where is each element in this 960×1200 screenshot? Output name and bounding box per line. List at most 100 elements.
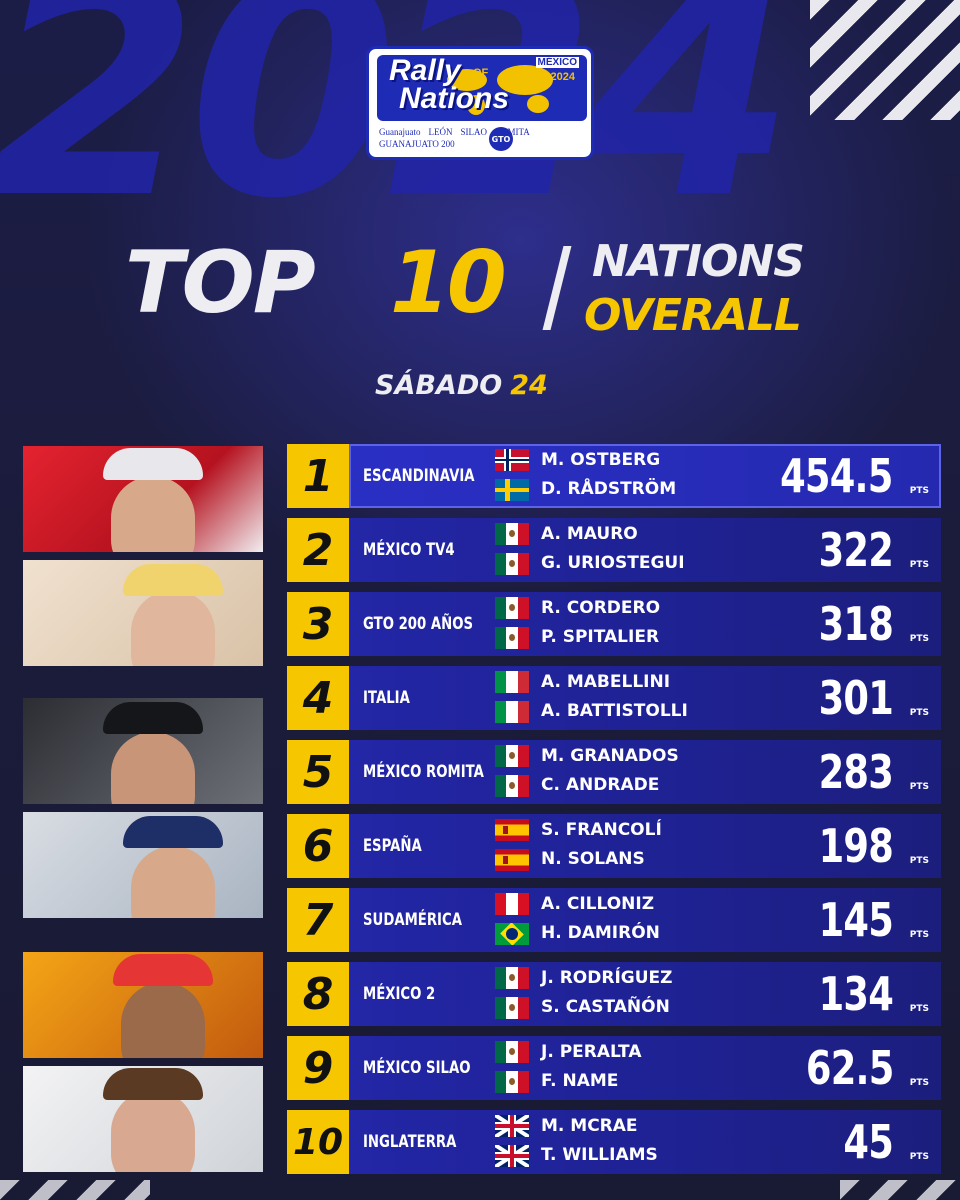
points-unit: PTS bbox=[909, 856, 929, 866]
points-unit: PTS bbox=[909, 486, 929, 496]
points-unit: PTS bbox=[909, 930, 929, 940]
mexico-flag-icon bbox=[495, 1071, 529, 1093]
logo-title: Rally Nations bbox=[389, 54, 510, 115]
standing-row: 8 MÉXICO 2 J. RODRÍGUEZ S. CASTAÑÓN 134 … bbox=[287, 962, 941, 1026]
title-top: TOP bbox=[125, 233, 316, 333]
italy-flag-icon bbox=[495, 701, 529, 723]
standing-row: 2 MÉXICO TV4 A. MAURO G. URIOSTEGUI 322 … bbox=[287, 518, 941, 582]
driver-name: A. CILLONIZ bbox=[541, 894, 655, 914]
driver-name: A. MAURO bbox=[541, 524, 638, 544]
driver-name: C. ANDRADE bbox=[541, 775, 660, 795]
day-label: SÁBADO 24 bbox=[375, 370, 548, 401]
mexico-flag-icon bbox=[495, 627, 529, 649]
rank-number: 5 bbox=[287, 740, 349, 804]
logo-country: MÉXICO bbox=[535, 57, 579, 68]
driver-name: F. NAME bbox=[541, 1071, 619, 1091]
logo-year: 2024 bbox=[550, 71, 575, 83]
standing-row: 5 MÉXICO ROMITA M. GRANADOS C. ANDRADE 2… bbox=[287, 740, 941, 804]
rank-number: 9 bbox=[287, 1036, 349, 1100]
italy-flag-icon bbox=[495, 671, 529, 693]
points-value: 198 bbox=[818, 819, 894, 873]
driver-photo bbox=[23, 698, 263, 804]
title-ten: 10 bbox=[390, 233, 507, 333]
driver-name: J. PERALTA bbox=[541, 1042, 642, 1062]
driver-name: G. URIOSTEGUI bbox=[541, 553, 685, 573]
driver-photo bbox=[23, 812, 263, 918]
driver-name: P. SPITALIER bbox=[541, 627, 660, 647]
standing-row: 6 ESPAÑA S. FRANCOLÍ N. SOLANS 198 PTS bbox=[287, 814, 941, 878]
team-name: INGLATERRA bbox=[363, 1132, 457, 1152]
points-value: 62.5 bbox=[805, 1041, 893, 1095]
title-nations: NATIONS bbox=[592, 236, 805, 287]
team-name: MÉXICO ROMITA bbox=[363, 762, 484, 782]
standing-row: 3 GTO 200 AÑOS R. CORDERO P. SPITALIER 3… bbox=[287, 592, 941, 656]
standing-row: 1 ESCANDINAVIA M. OSTBERG D. RÅDSTRÖM 45… bbox=[287, 444, 941, 508]
points-value: 318 bbox=[818, 597, 894, 651]
points-unit: PTS bbox=[909, 634, 929, 644]
points-value: 134 bbox=[818, 967, 894, 1021]
standing-row: 7 SUDAMÉRICA A. CILLONIZ H. DAMIRÓN 145 … bbox=[287, 888, 941, 952]
driver-name: R. CORDERO bbox=[541, 598, 661, 618]
driver-photo bbox=[23, 446, 263, 552]
rank-number: 8 bbox=[287, 962, 349, 1026]
rank-number: 10 bbox=[287, 1110, 349, 1174]
corner-stripes bbox=[840, 1180, 960, 1200]
driver-name: J. RODRÍGUEZ bbox=[541, 968, 673, 988]
mexico-flag-icon bbox=[495, 597, 529, 619]
sponsor-logos: Guanajuato LEÓN SILAO ROMITA GUANAJUATO … bbox=[379, 127, 530, 149]
rank-number: 3 bbox=[287, 592, 349, 656]
points-value: 301 bbox=[818, 671, 894, 725]
peru-flag-icon bbox=[495, 893, 529, 915]
rank-number: 6 bbox=[287, 814, 349, 878]
driver-photo bbox=[23, 1066, 263, 1172]
rank-number: 7 bbox=[287, 888, 349, 952]
points-unit: PTS bbox=[909, 782, 929, 792]
mexico-flag-icon bbox=[495, 775, 529, 797]
driver-name: M. MCRAE bbox=[541, 1116, 638, 1136]
points-unit: PTS bbox=[909, 560, 929, 570]
points-value: 322 bbox=[818, 523, 894, 577]
driver-name: T. WILLIAMS bbox=[541, 1145, 658, 1165]
team-name: MÉXICO TV4 bbox=[363, 540, 455, 560]
points-unit: PTS bbox=[909, 1078, 929, 1088]
driver-name: H. DAMIRÓN bbox=[541, 923, 660, 943]
team-name: GTO 200 AÑOS bbox=[363, 614, 474, 634]
rank-number: 2 bbox=[287, 518, 349, 582]
points-value: 45 bbox=[843, 1115, 893, 1169]
points-value: 454.5 bbox=[780, 449, 894, 503]
corner-stripes bbox=[810, 0, 960, 120]
team-name: ESPAÑA bbox=[363, 836, 422, 856]
mexico-flag-icon bbox=[495, 967, 529, 989]
rank-number: 4 bbox=[287, 666, 349, 730]
rally-of-nations-logo: Rally Nations OF MÉXICO 2024 Guanajuato … bbox=[366, 46, 594, 160]
team-name: MÉXICO SILAO bbox=[363, 1058, 471, 1078]
points-unit: PTS bbox=[909, 1004, 929, 1014]
driver-name: N. SOLANS bbox=[541, 849, 645, 869]
mexico-flag-icon bbox=[495, 745, 529, 767]
team-name: MÉXICO 2 bbox=[363, 984, 436, 1004]
standing-row: 10 INGLATERRA M. MCRAE T. WILLIAMS 45 PT… bbox=[287, 1110, 941, 1174]
mexico-flag-icon bbox=[495, 997, 529, 1019]
spain-flag-icon bbox=[495, 849, 529, 871]
standing-row: 4 ITALIA A. MABELLINI A. BATTISTOLLI 301… bbox=[287, 666, 941, 730]
driver-name: M. GRANADOS bbox=[541, 746, 679, 766]
points-value: 145 bbox=[818, 893, 894, 947]
sweden-flag-icon bbox=[495, 479, 529, 501]
driver-photo bbox=[23, 952, 263, 1058]
mexico-flag-icon bbox=[495, 523, 529, 545]
gto-badge: GTO bbox=[489, 127, 513, 151]
uk-flag-icon bbox=[495, 1145, 529, 1167]
norway-flag-icon bbox=[495, 449, 529, 471]
driver-name: A. MABELLINI bbox=[541, 672, 671, 692]
points-unit: PTS bbox=[909, 708, 929, 718]
driver-name: D. RÅDSTRÖM bbox=[541, 479, 677, 499]
corner-stripes bbox=[0, 1180, 150, 1200]
rank-number: 1 bbox=[287, 444, 349, 508]
mexico-flag-icon bbox=[495, 1041, 529, 1063]
team-name: ESCANDINAVIA bbox=[363, 466, 475, 486]
driver-name: S. FRANCOLÍ bbox=[541, 820, 662, 840]
mexico-flag-icon bbox=[495, 553, 529, 575]
brazil-flag-icon bbox=[495, 923, 529, 945]
team-name: SUDAMÉRICA bbox=[363, 910, 462, 930]
